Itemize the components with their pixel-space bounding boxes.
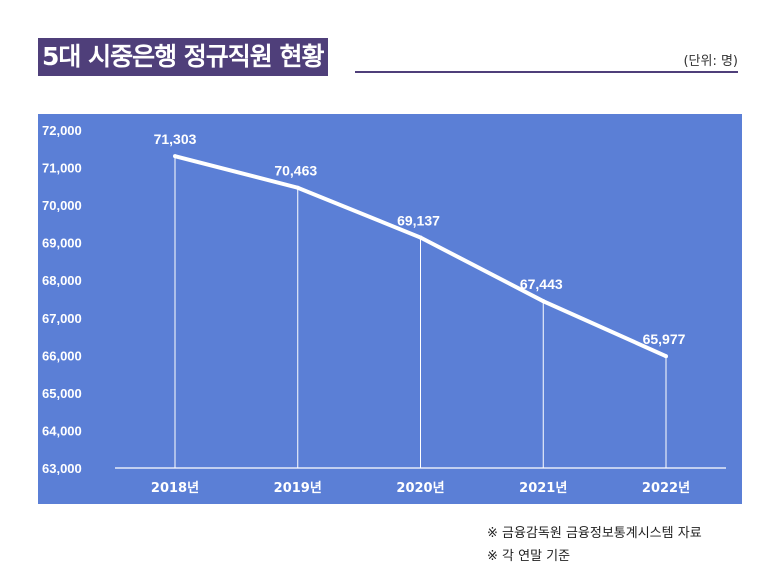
y-tick-label: 63,000: [42, 461, 82, 476]
data-label: 65,977: [643, 331, 686, 347]
data-point: [664, 354, 668, 359]
x-tick-label: 2019년: [274, 481, 322, 496]
line-chart: 63,000 64,000 65,000 66,000 67,000 68,000 69,0…: [42, 123, 726, 496]
y-tick-label: 66,000: [42, 348, 82, 363]
x-tick-label: 2021년: [519, 481, 567, 496]
y-tick-label: 67,000: [42, 311, 82, 326]
x-tick-label: 2018년: [151, 481, 199, 496]
title-underline: [355, 71, 738, 73]
x-tick-label: 2020년: [396, 481, 444, 496]
page-title: 5대 시중은행 정규직원 현황: [38, 38, 328, 76]
data-point: [173, 154, 177, 159]
x-tick-label: 2022년: [642, 481, 690, 496]
data-point: [418, 235, 423, 240]
y-tick-label: 68,000: [42, 273, 82, 288]
data-label: 71,303: [154, 131, 197, 147]
y-tick-label: 64,000: [42, 423, 82, 438]
y-tick-label: 71,000: [42, 161, 82, 176]
data-label: 69,137: [397, 213, 440, 229]
data-point: [541, 299, 546, 304]
unit-label: (단위: 명): [683, 54, 738, 69]
data-point: [295, 185, 300, 190]
y-tick-label: 72,000: [42, 123, 82, 138]
chart-panel: 63,000 64,000 65,000 66,000 67,000 68,000 69,0…: [38, 114, 742, 504]
data-label: 67,443: [520, 276, 563, 292]
data-label: 70,463: [274, 163, 317, 179]
basis-note: ※ 각 연말 기준: [487, 549, 571, 564]
y-tick-label: 69,000: [42, 236, 82, 251]
y-tick-label: 70,000: [42, 198, 82, 213]
y-tick-label: 65,000: [42, 386, 82, 401]
source-note: ※ 금융감독원 금융정보통계시스템 자료: [487, 526, 702, 541]
